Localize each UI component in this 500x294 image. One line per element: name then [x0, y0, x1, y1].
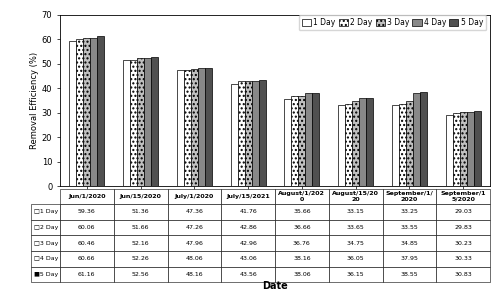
Bar: [406, 101, 413, 186]
Bar: [98, 36, 104, 186]
Bar: [359, 98, 366, 186]
Bar: [474, 111, 480, 186]
Bar: [284, 99, 292, 186]
Bar: [345, 104, 352, 186]
Bar: [392, 105, 399, 186]
Bar: [151, 57, 158, 186]
Bar: [238, 81, 244, 186]
Bar: [292, 96, 298, 186]
Bar: [413, 93, 420, 186]
Bar: [123, 60, 130, 186]
Bar: [352, 101, 359, 186]
Y-axis label: Removal Efficiency (%): Removal Efficiency (%): [30, 52, 39, 149]
Bar: [399, 104, 406, 186]
Bar: [420, 92, 427, 186]
Bar: [177, 70, 184, 186]
Bar: [366, 98, 373, 186]
Bar: [90, 38, 98, 186]
Bar: [144, 58, 151, 186]
Bar: [460, 112, 466, 186]
Bar: [198, 69, 205, 186]
Bar: [184, 71, 191, 186]
Bar: [258, 79, 266, 186]
Bar: [244, 81, 252, 186]
Bar: [466, 112, 473, 186]
Bar: [230, 84, 237, 186]
Bar: [205, 68, 212, 186]
Bar: [338, 105, 345, 186]
Bar: [70, 41, 76, 186]
Bar: [452, 113, 460, 186]
Text: Date: Date: [262, 281, 288, 291]
Bar: [130, 60, 137, 186]
Legend: 1 Day, 2 Day, 3 Day, 4 Day, 5 Day: 1 Day, 2 Day, 3 Day, 4 Day, 5 Day: [299, 15, 486, 30]
Bar: [446, 115, 452, 186]
Bar: [252, 81, 258, 186]
Bar: [76, 39, 84, 186]
Bar: [84, 38, 90, 186]
Bar: [298, 96, 306, 186]
Bar: [191, 69, 198, 186]
Bar: [137, 59, 144, 186]
Bar: [306, 93, 312, 186]
Bar: [312, 93, 320, 186]
